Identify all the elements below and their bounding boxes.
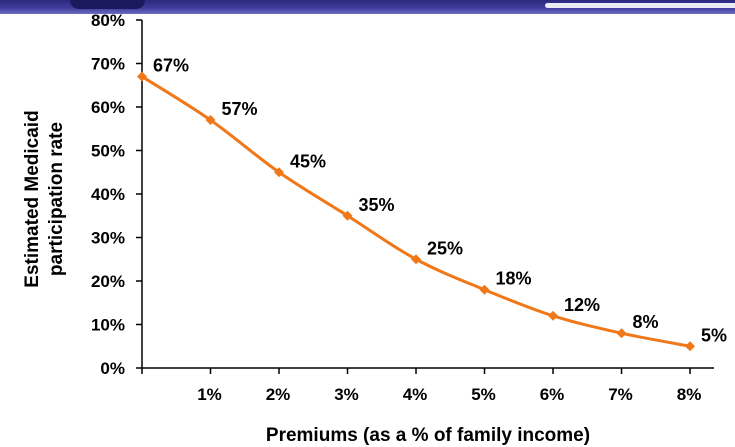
y-axis-title-line: participation rate — [46, 122, 67, 276]
y-tick-label: 40% — [91, 185, 125, 204]
y-tick-label: 30% — [91, 229, 125, 248]
series-line — [141, 75, 691, 348]
y-axis-ticks: 0% 10% 20% 30% 40% 50% 60% 70% 80% — [91, 11, 142, 378]
x-tick-label: 1% — [197, 385, 222, 404]
x-tick-label: 6% — [540, 385, 565, 404]
y-tick-label: 70% — [91, 55, 125, 74]
data-point-marker — [548, 310, 559, 321]
header-band-highlight — [545, 3, 735, 8]
data-point-marker — [274, 167, 285, 178]
x-tick-label: 4% — [403, 385, 428, 404]
data-point-marker — [479, 284, 490, 295]
y-tick-label: 50% — [91, 142, 125, 161]
data-point-marker — [137, 71, 147, 82]
x-tick-label: 7% — [608, 385, 633, 404]
data-labels: 67% 57% 45% 35% 25% 18% 12% 8% 5% — [153, 56, 727, 346]
y-tick-label: 80% — [91, 11, 125, 30]
y-axis-title: Estimated Medicaid participation rate — [22, 110, 67, 287]
x-tick-label: 8% — [677, 385, 702, 404]
x-axis-ticks: 1% 2% 3% 4% 5% 6% 7% 8% — [141, 368, 702, 404]
y-tick-label: 0% — [100, 359, 125, 378]
data-label: 25% — [427, 238, 463, 258]
y-tick-label: 60% — [91, 98, 125, 117]
header-band-accent — [70, 0, 145, 9]
y-tick-label: 10% — [91, 316, 125, 335]
x-tick-label: 3% — [334, 385, 359, 404]
data-label: 18% — [496, 269, 532, 289]
data-label: 45% — [290, 151, 326, 171]
data-point-markers — [137, 71, 696, 352]
y-tick-label: 20% — [91, 272, 125, 291]
data-point-marker — [685, 341, 696, 352]
x-tick-label: 2% — [266, 385, 291, 404]
x-tick-label: 5% — [471, 385, 496, 404]
data-label: 12% — [564, 295, 600, 315]
data-label: 35% — [359, 195, 395, 215]
data-point-marker — [411, 254, 422, 265]
x-axis-title: Premiums (as a % of family income) — [266, 425, 590, 446]
header-band — [0, 0, 735, 14]
y-axis-title-line: Estimated Medicaid — [22, 110, 43, 287]
data-point-marker — [342, 210, 353, 221]
data-label: 67% — [153, 56, 189, 76]
data-label: 5% — [701, 325, 727, 345]
data-point-marker — [205, 115, 216, 126]
data-point-marker — [616, 328, 627, 339]
data-label: 8% — [633, 312, 659, 332]
data-label: 57% — [222, 99, 258, 119]
